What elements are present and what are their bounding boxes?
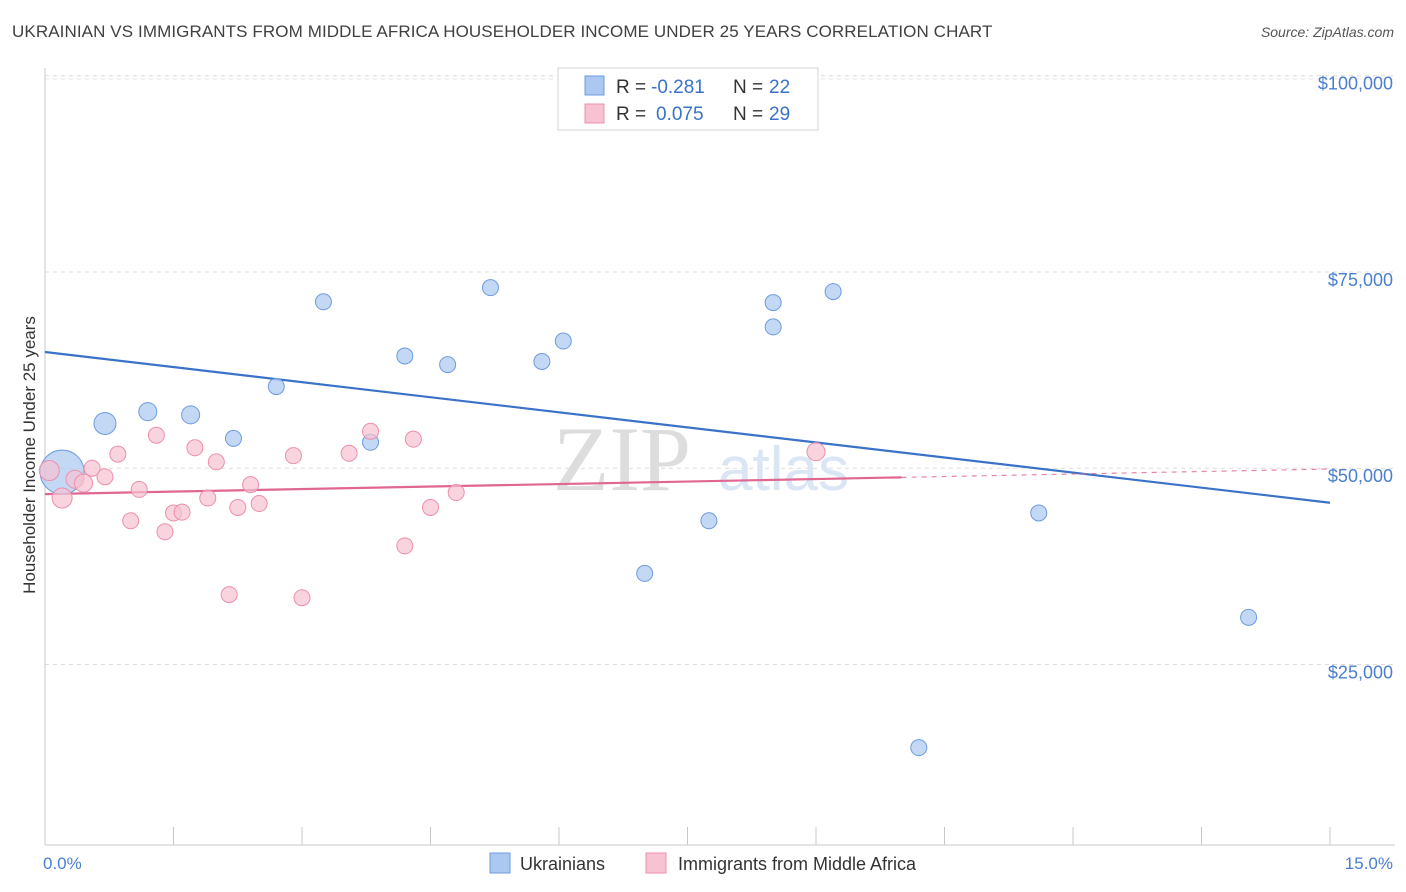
point-ukrainians — [181, 405, 201, 425]
gridlines — [45, 75, 1395, 665]
bottom-legend-label: Ukrainians — [520, 854, 605, 874]
trendline-ukrainians — [44, 350, 1331, 504]
point-middle-africa — [51, 487, 73, 509]
legend-box: R = -0.281 N = 22 R = 0.075 N = 29 — [557, 67, 819, 131]
legend-n-label: N = — [733, 104, 763, 125]
legend-n-label: N = — [733, 77, 763, 98]
point-ukrainians — [1240, 608, 1258, 626]
point-ukrainians — [636, 564, 654, 582]
point-ukrainians — [267, 378, 285, 396]
point-middle-africa — [229, 498, 247, 516]
data-points — [38, 109, 1258, 757]
point-middle-africa — [250, 495, 268, 513]
point-middle-africa — [83, 459, 101, 477]
point-middle-africa — [242, 476, 260, 494]
source-label: Source: ZipAtlas.com — [1260, 24, 1394, 40]
legend-r-label: R = — [616, 77, 646, 98]
legend-n-value: 29 — [769, 104, 790, 125]
watermark-zip: ZIP — [553, 408, 691, 510]
legend-n-value: 22 — [769, 77, 790, 98]
point-ukrainians — [314, 293, 332, 311]
point-middle-africa — [147, 426, 165, 444]
x-tick-labels: 0.0% 15.0% — [43, 854, 1393, 873]
point-ukrainians — [824, 283, 842, 301]
point-middle-africa — [293, 589, 311, 607]
point-ukrainians — [764, 318, 782, 336]
point-middle-africa — [130, 480, 148, 498]
chart-title: UKRAINIAN VS IMMIGRANTS FROM MIDDLE AFRI… — [12, 22, 993, 41]
point-middle-africa — [199, 489, 217, 507]
y-axis-title: Householder Income Under 25 years — [20, 316, 39, 594]
point-ukrainians — [1030, 504, 1048, 522]
point-middle-africa — [74, 473, 94, 493]
bottom-legend-swatch-ukrainians — [489, 852, 511, 874]
point-middle-africa — [186, 439, 204, 457]
point-middle-africa — [220, 586, 238, 604]
legend-r-value: -0.281 — [651, 77, 705, 98]
point-ukrainians — [439, 356, 457, 374]
point-ukrainians — [224, 429, 242, 447]
point-ukrainians — [481, 279, 499, 297]
point-ukrainians — [93, 411, 117, 435]
legend-swatch-middle-africa — [584, 103, 605, 124]
point-middle-africa — [340, 444, 358, 462]
point-ukrainians — [533, 352, 551, 370]
legend-r-value: 0.075 — [656, 104, 704, 125]
point-ukrainians — [764, 294, 782, 312]
point-middle-africa — [109, 445, 127, 463]
y-tick-labels: $25,000 $50,000 $75,000 $100,000 — [1318, 74, 1393, 683]
point-middle-africa — [173, 503, 191, 521]
point-middle-africa — [207, 453, 225, 471]
point-middle-africa — [96, 468, 114, 486]
point-ukrainians — [700, 512, 718, 530]
point-middle-africa — [284, 447, 302, 465]
point-middle-africa — [38, 460, 60, 482]
watermark-atlas: atlas — [718, 435, 849, 504]
y-tick-label: $25,000 — [1328, 662, 1393, 682]
y-tick-label: $50,000 — [1328, 466, 1393, 486]
trendline-middle-africa-extension — [901, 468, 1331, 478]
watermark: ZIP atlas — [553, 408, 849, 510]
point-middle-africa — [122, 512, 140, 530]
point-middle-africa — [362, 422, 380, 440]
point-ukrainians — [554, 332, 572, 350]
point-middle-africa — [404, 430, 422, 448]
legend-swatch-ukrainians — [584, 75, 605, 96]
trendline-middle-africa — [44, 476, 902, 496]
point-ukrainians — [910, 739, 928, 757]
axes — [44, 68, 1395, 846]
point-middle-africa — [156, 523, 174, 541]
x-tick-label: 0.0% — [43, 854, 82, 873]
bottom-legend-label: Immigrants from Middle Africa — [678, 854, 917, 874]
point-middle-africa — [396, 537, 414, 555]
trendlines — [44, 350, 1331, 504]
point-ukrainians — [396, 347, 414, 365]
bottom-legend: Ukrainians Immigrants from Middle Africa — [489, 852, 917, 874]
point-middle-africa — [806, 442, 826, 462]
point-middle-africa — [447, 484, 465, 502]
y-tick-label: $75,000 — [1328, 270, 1393, 290]
point-middle-africa — [422, 498, 439, 516]
x-tick-label: 15.0% — [1345, 854, 1393, 873]
point-ukrainians — [138, 402, 158, 422]
y-tick-label: $100,000 — [1318, 74, 1393, 94]
legend-r-label: R = — [616, 104, 646, 125]
bottom-legend-swatch-middle-africa — [645, 852, 667, 874]
